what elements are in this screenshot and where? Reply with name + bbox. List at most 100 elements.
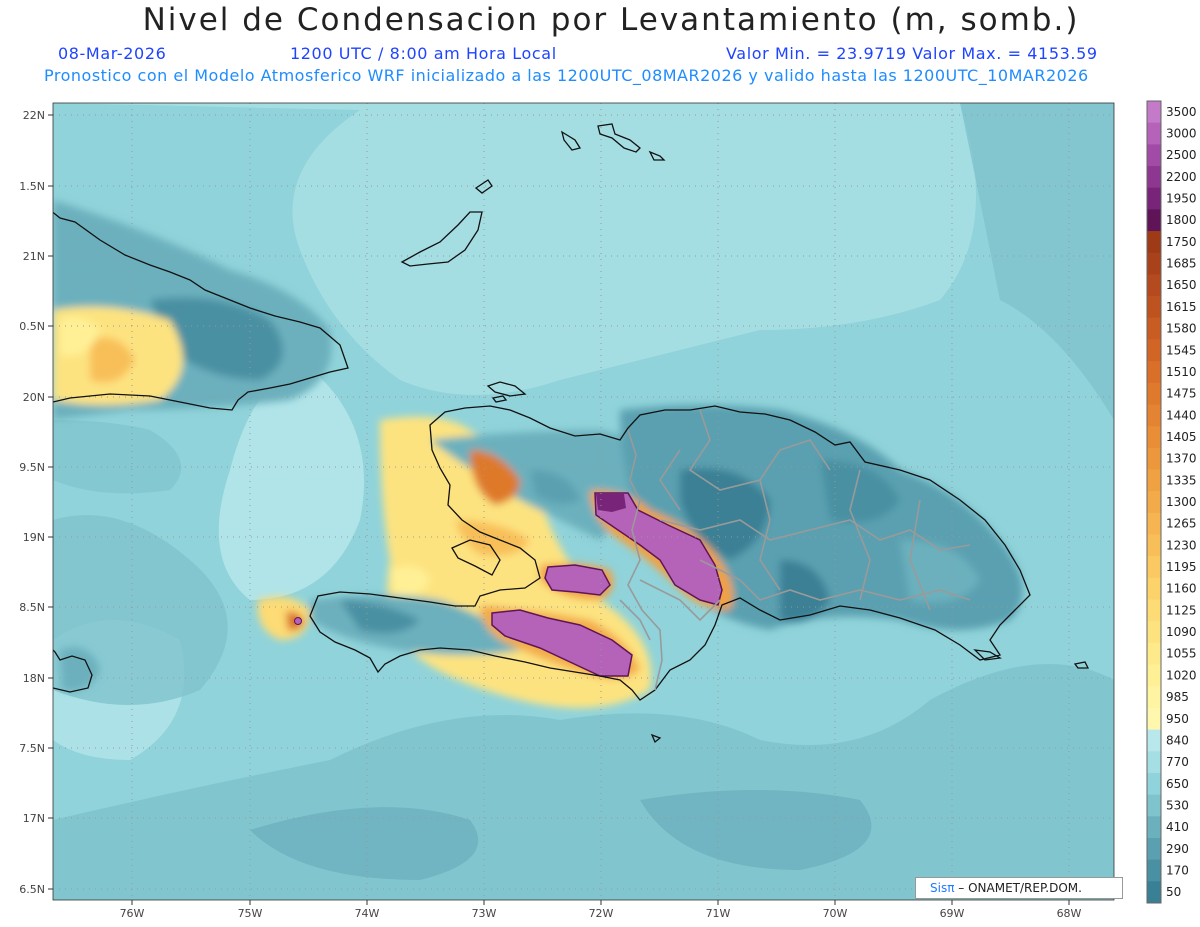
lon-label: 74W: [355, 907, 380, 920]
colorbar-swatch: [1147, 534, 1161, 557]
colorbar-swatch: [1147, 686, 1161, 709]
lat-label: 6.5N: [19, 883, 45, 896]
lon-label: 75W: [238, 907, 263, 920]
shaded-field: [53, 103, 1114, 900]
colorbar-swatch: [1147, 361, 1161, 384]
lcl-max-zone-central: [594, 492, 723, 606]
colorbar-swatch: [1147, 881, 1161, 904]
colorbar: 3500 3000 2500 2200 1950 1800 1750 1685 1650 1615…: [1146, 100, 1197, 904]
colorbar-swatch: [1147, 707, 1161, 730]
colorbar-swatch: [1147, 556, 1161, 579]
lon-axis: 76W 75W 74W 73W 72W 71W 70W 69W 68W: [120, 900, 1082, 920]
colorbar-label: 950: [1166, 712, 1189, 726]
colorbar-swatch: [1147, 837, 1161, 861]
colorbar-label: 650: [1166, 777, 1189, 791]
colorbar-label: 1300: [1166, 495, 1197, 509]
colorbar-label: 3000: [1166, 127, 1197, 141]
colorbar-swatch: [1147, 404, 1161, 427]
colorbar-label: 410: [1166, 820, 1189, 834]
colorbar-swatch: [1147, 729, 1161, 752]
colorbar-swatch: [1147, 447, 1161, 470]
colorbar-label: 1230: [1166, 538, 1197, 552]
colorbar-swatch: [1147, 664, 1161, 687]
colorbar-label: 840: [1166, 733, 1189, 747]
plot-frame: [52, 102, 1115, 901]
admin-boundaries: [619, 409, 971, 691]
colorbar-frame: [1146, 100, 1162, 904]
colorbar-label: 1580: [1166, 322, 1197, 336]
colorbar-swatch: [1147, 816, 1161, 839]
colorbar-label: 1685: [1166, 257, 1197, 271]
lon-label: 72W: [589, 907, 614, 920]
colorbar-label: 1405: [1166, 430, 1197, 444]
credit-box: Sisπ – ONAMET/REP.DOM.: [915, 877, 1123, 899]
colorbar-swatch: [1147, 512, 1161, 535]
forecast-date: 08-Mar-2026: [58, 44, 167, 63]
lat-label: 17N: [23, 812, 45, 825]
colorbar-swatch: [1147, 599, 1161, 622]
colorbar-label: 1335: [1166, 473, 1197, 487]
colorbar-swatch: [1147, 296, 1161, 319]
value-range: Valor Min. = 23.9719 Valor Max. = 4153.5…: [726, 44, 1098, 63]
credit-text: – ONAMET/REP.DOM.: [958, 881, 1082, 895]
colorbar-swatch: [1147, 187, 1161, 210]
lat-label: 21N: [23, 250, 45, 263]
colorbar-label: 770: [1166, 755, 1189, 769]
colorbar-label: 1195: [1166, 560, 1197, 574]
colorbar-label: 1800: [1166, 213, 1197, 227]
lcl-max-zone-artibonite: [544, 564, 611, 596]
colorbar-label: 1090: [1166, 625, 1197, 639]
colorbar-label: 1510: [1166, 365, 1197, 379]
lon-label: 71W: [706, 907, 731, 920]
lcl-max-zone-south: [491, 609, 633, 677]
lat-label: 7.5N: [19, 742, 45, 755]
lon-label: 70W: [823, 907, 848, 920]
lon-label: 73W: [472, 907, 497, 920]
model-subtitle: Pronostico con el Modelo Atmosferico WRF…: [44, 66, 1089, 85]
colorbar-label: 1370: [1166, 452, 1197, 466]
lat-label: 1.5N: [19, 180, 45, 193]
colorbar-label: 50: [1166, 885, 1181, 899]
colorbar-label: 1265: [1166, 517, 1197, 531]
colorbar-swatch: [1147, 772, 1161, 796]
colorbar-swatch: [1147, 101, 1161, 124]
lat-label: 19N: [23, 531, 45, 544]
colorbar-label: 1950: [1166, 192, 1197, 206]
colorbar-label: 985: [1166, 690, 1189, 704]
colorbar-swatch: [1147, 577, 1161, 600]
colorbar-label: 530: [1166, 798, 1189, 812]
lon-label: 76W: [120, 907, 145, 920]
colorbar-swatch: [1147, 469, 1161, 492]
colorbar-label: 2500: [1166, 148, 1197, 162]
colorbar-label: 1475: [1166, 387, 1197, 401]
lat-label: 18N: [23, 672, 45, 685]
lat-label: 0.5N: [19, 320, 45, 333]
colorbar-swatch: [1147, 339, 1161, 362]
colorbar-label: 1055: [1166, 647, 1197, 661]
colorbar-label: 1125: [1166, 603, 1197, 617]
colorbar-label: 1440: [1166, 408, 1197, 422]
coastlines: [53, 123, 1090, 744]
colorbar-swatch: [1147, 231, 1161, 254]
colorbar-swatch: [1147, 274, 1161, 297]
colorbar-label: 290: [1166, 842, 1189, 856]
lat-label: 22N: [23, 109, 45, 122]
lat-label: 9.5N: [19, 461, 45, 474]
colorbar-swatch: [1147, 122, 1161, 145]
colorbar-swatch: [1147, 642, 1161, 665]
colorbar-label: 2200: [1166, 170, 1197, 184]
colorbar-swatch: [1147, 751, 1161, 774]
colorbar-swatch: [1147, 144, 1161, 167]
lon-label: 69W: [940, 907, 965, 920]
lat-label: 20N: [23, 391, 45, 404]
colorbar-swatch: [1147, 252, 1161, 275]
colorbar-label: 1545: [1166, 343, 1197, 357]
colorbar-label: 1160: [1166, 582, 1197, 596]
colorbar-label: 170: [1166, 863, 1189, 877]
colorbar-swatch: [1147, 426, 1161, 449]
sis-logo-text: Sisπ: [930, 881, 955, 895]
colorbar-label: 1020: [1166, 668, 1197, 682]
colorbar-swatch: [1147, 621, 1161, 644]
colorbar-swatch: [1147, 317, 1161, 340]
colorbar-label: 1750: [1166, 235, 1197, 249]
